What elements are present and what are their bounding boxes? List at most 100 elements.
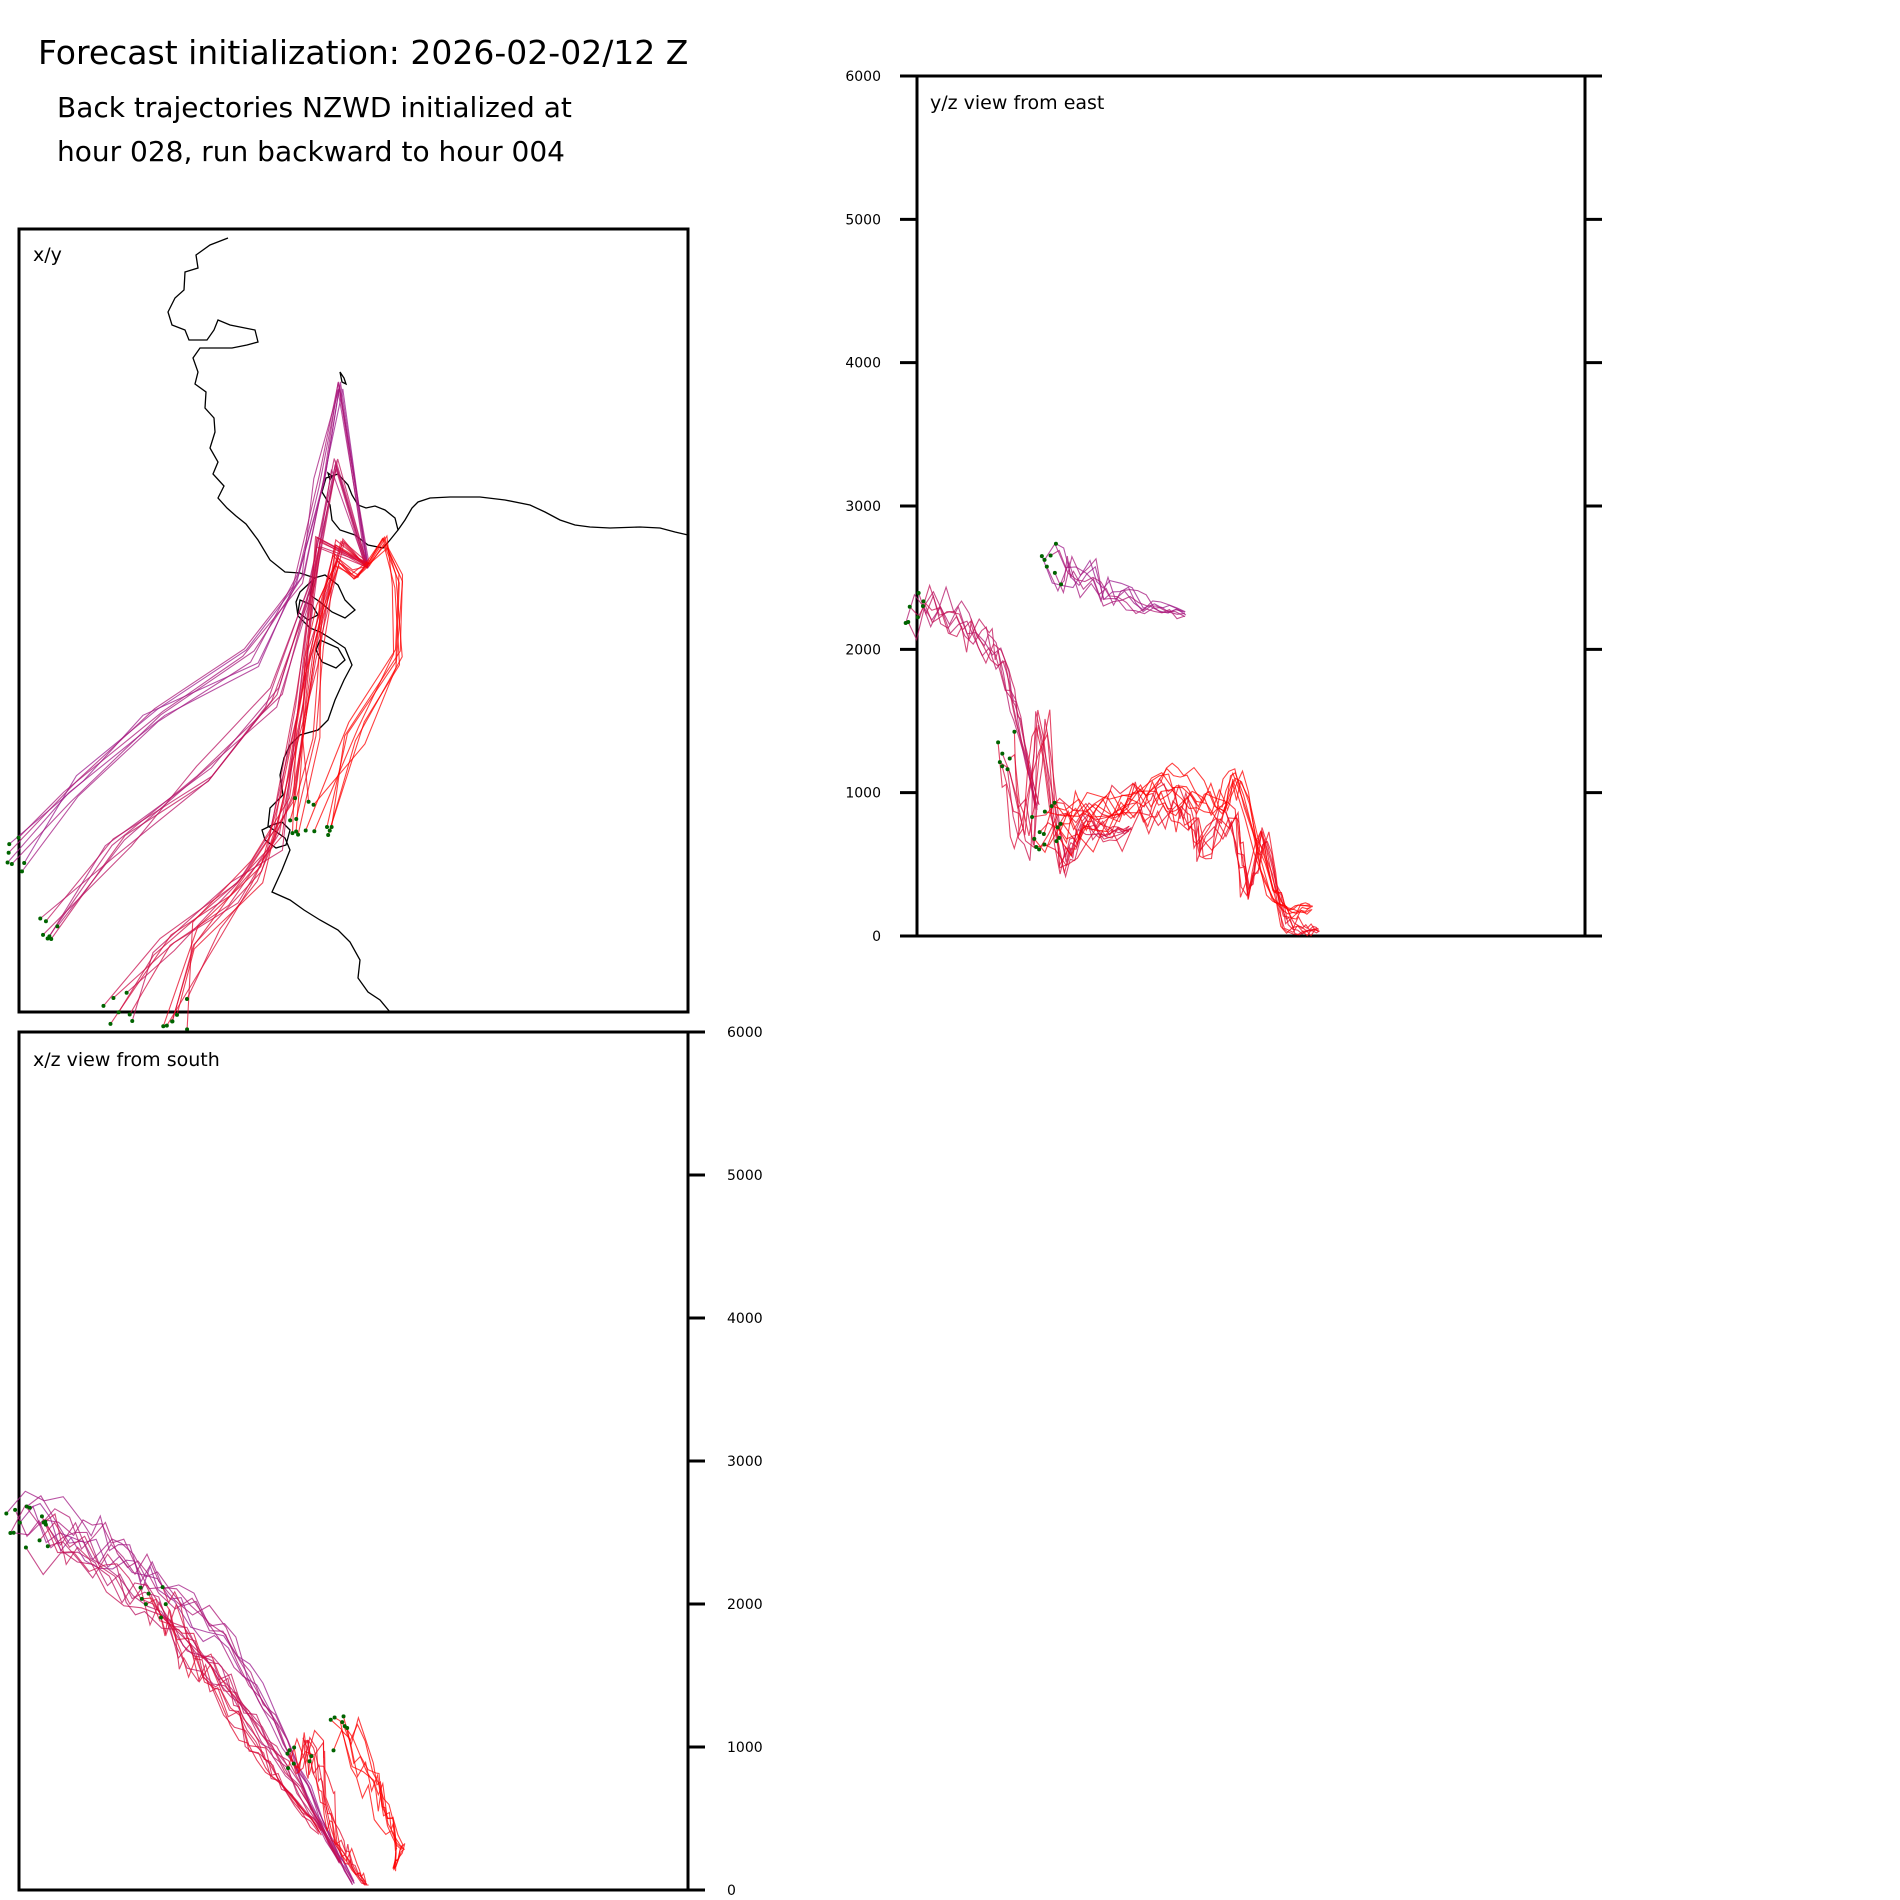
trajectory-start-marker [8, 1531, 13, 1536]
trajectory-start-marker [43, 919, 48, 924]
trajectory-start-marker [311, 802, 316, 807]
y-tick-label: 6000 [727, 1025, 763, 1041]
yz-panel-label: y/z view from east [930, 92, 1104, 114]
trajectory-line [1046, 560, 1183, 613]
trajectory-start-marker [1052, 800, 1057, 805]
trajectory-start-marker [294, 816, 299, 821]
trajectory-start-marker [328, 1717, 333, 1722]
trajectory-start-marker [45, 1544, 50, 1549]
y-tick-label: 3000 [845, 499, 881, 515]
trajectory-start-marker [184, 996, 189, 1001]
trajectory-line [1039, 799, 1318, 934]
trajectory-start-marker [1042, 842, 1047, 847]
trajectory-start-marker [1052, 570, 1057, 575]
subtitle-line-2: hour 028, run backward to hour 004 [57, 135, 565, 168]
trajectory-start-marker [1032, 836, 1037, 841]
trajectory-start-marker [340, 1720, 345, 1725]
trajectory-start-marker [1049, 804, 1054, 809]
trajectory-start-marker [55, 924, 60, 929]
trajectory-line [14, 1509, 353, 1886]
trajectory-line [23, 388, 368, 864]
trajectory-line [1056, 769, 1311, 920]
yz-y-axis: 0 1000 2000 3000 4000 5000 6000 [845, 69, 1602, 945]
trajectory-line [162, 543, 367, 1027]
trajectory-start-marker [6, 850, 11, 855]
trajectory-start-marker [24, 1504, 29, 1509]
trajectory-start-marker [921, 599, 926, 604]
trajectory-start-marker [23, 1545, 28, 1550]
trajectory-start-marker [185, 1027, 190, 1032]
trajectory-start-marker [341, 1714, 346, 1719]
trajectory-line [922, 585, 1038, 806]
trajectory-start-marker [170, 1019, 175, 1024]
trajectory-line [1044, 771, 1311, 915]
trajectory-line [1032, 782, 1319, 936]
trajectory-start-marker [907, 604, 912, 609]
trajectory-start-marker [111, 995, 116, 1000]
trajectory-line [1041, 555, 1185, 613]
trajectory-start-marker [307, 1759, 312, 1764]
trajectory-start-marker [1012, 729, 1017, 734]
trajectory-line [1013, 726, 1130, 874]
trajectory-line [42, 458, 367, 936]
trajectory-start-marker [1059, 582, 1064, 587]
trajectory-start-marker [291, 1761, 296, 1766]
trajectory-start-marker [1000, 751, 1005, 756]
yz-panel: y/z view from east 0 1000 2000 3000 4000 5000… [845, 69, 1602, 945]
trajectory-line [186, 540, 369, 1030]
trajectory-start-marker [22, 861, 27, 866]
trajectory-line [329, 535, 403, 831]
trajectory-line [334, 1717, 404, 1869]
trajectory-start-marker [146, 1591, 151, 1596]
trajectory-start-marker [1034, 844, 1039, 849]
trajectory-start-marker [13, 1507, 18, 1512]
trajectory-start-marker [309, 1754, 314, 1759]
trajectory-line [145, 1598, 320, 1835]
trajectory-start-marker [996, 740, 1001, 745]
trajectory-line [186, 541, 365, 1000]
trajectory-line [1050, 549, 1185, 620]
trajectory-line [110, 541, 369, 1025]
trajectory-start-marker [19, 869, 24, 874]
yz-start-markers [903, 541, 1064, 852]
xz-y-axis: 0 1000 2000 3000 4000 5000 6000 [688, 1025, 763, 1899]
trajectory-line [50, 458, 369, 940]
trajectory-start-marker [332, 1715, 337, 1720]
trajectory-line [165, 1603, 320, 1833]
trajectory-line [7, 381, 369, 863]
trajectory-start-marker [41, 932, 46, 937]
trajectory-start-marker [17, 1520, 22, 1525]
xy-panel-label: x/y [33, 244, 62, 266]
trajectory-start-marker [101, 1003, 106, 1008]
trajectory-start-marker [139, 1596, 144, 1601]
y-tick-label: 5000 [727, 1168, 763, 1184]
y-tick-label: 1000 [727, 1740, 763, 1756]
trajectory-start-marker [1037, 847, 1042, 852]
trajectory-line [41, 1516, 343, 1865]
trajectory-start-marker [39, 1514, 44, 1519]
trajectory-start-marker [164, 1023, 169, 1028]
trajectory-start-marker [9, 861, 14, 866]
trajectory-start-marker [303, 828, 308, 833]
trajectory-line [1060, 556, 1186, 618]
trajectory-start-marker [293, 796, 298, 801]
trajectory-line [342, 1715, 406, 1870]
trajectory-line [1054, 771, 1313, 911]
trajectory-line [39, 459, 369, 919]
xy-trajectories [7, 381, 404, 1030]
trajectory-start-marker [325, 824, 330, 829]
trajectory-start-marker [1055, 825, 1060, 830]
y-tick-label: 4000 [845, 356, 881, 372]
trajectory-start-marker [292, 1745, 297, 1750]
trajectory-start-marker [1030, 814, 1035, 819]
trajectory-start-marker [38, 916, 43, 921]
trajectory-start-marker [1000, 764, 1005, 769]
trajectory-line [39, 1521, 342, 1864]
trajectory-start-marker [37, 1538, 42, 1543]
trajectory-line [313, 534, 395, 832]
trajectory-start-marker [1005, 767, 1010, 772]
trajectory-start-marker [1042, 809, 1047, 814]
trajectory-start-marker [906, 620, 911, 625]
trajectory-start-marker [138, 1585, 143, 1590]
